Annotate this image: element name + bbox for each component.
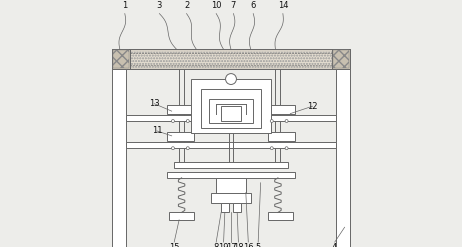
Bar xyxy=(268,132,295,141)
Text: 12: 12 xyxy=(307,102,318,111)
Bar xyxy=(221,106,241,121)
Bar xyxy=(233,203,241,212)
Text: 8: 8 xyxy=(213,243,219,247)
Text: 4: 4 xyxy=(332,243,337,247)
Bar xyxy=(209,99,253,124)
Text: 5: 5 xyxy=(255,243,261,247)
Bar xyxy=(332,49,350,69)
Bar xyxy=(174,162,288,168)
Circle shape xyxy=(171,147,175,150)
Text: 3: 3 xyxy=(157,1,162,10)
Bar xyxy=(167,132,194,141)
Text: 13: 13 xyxy=(149,99,160,108)
Bar xyxy=(336,69,350,247)
Bar xyxy=(268,105,295,114)
Text: 16: 16 xyxy=(243,243,254,247)
Bar xyxy=(169,212,194,220)
Bar xyxy=(130,51,332,68)
Circle shape xyxy=(285,147,288,150)
Bar xyxy=(333,50,349,68)
Bar xyxy=(191,79,271,133)
Text: 19: 19 xyxy=(219,243,229,247)
Bar xyxy=(167,105,194,114)
Text: 2: 2 xyxy=(184,1,189,10)
Text: 6: 6 xyxy=(250,1,256,10)
Bar xyxy=(221,203,229,212)
Text: 18: 18 xyxy=(233,243,244,247)
Bar xyxy=(112,69,126,247)
Text: 11: 11 xyxy=(152,126,162,135)
Text: 10: 10 xyxy=(211,1,221,10)
Bar xyxy=(268,212,293,220)
Text: 17: 17 xyxy=(226,243,236,247)
Circle shape xyxy=(171,120,175,123)
Bar xyxy=(113,50,129,68)
Text: 7: 7 xyxy=(231,1,236,10)
Bar xyxy=(126,115,336,121)
Circle shape xyxy=(186,120,189,123)
Circle shape xyxy=(225,74,237,84)
Bar xyxy=(112,49,350,69)
Bar xyxy=(216,178,246,193)
Bar xyxy=(167,172,295,178)
Text: 1: 1 xyxy=(122,1,128,10)
Circle shape xyxy=(270,147,273,150)
Text: 15: 15 xyxy=(169,243,179,247)
Circle shape xyxy=(186,147,189,150)
Circle shape xyxy=(285,120,288,123)
Bar xyxy=(211,193,251,203)
Bar xyxy=(126,142,336,148)
Circle shape xyxy=(270,120,273,123)
Bar xyxy=(201,89,261,128)
Bar xyxy=(112,49,130,69)
Text: 14: 14 xyxy=(278,1,288,10)
